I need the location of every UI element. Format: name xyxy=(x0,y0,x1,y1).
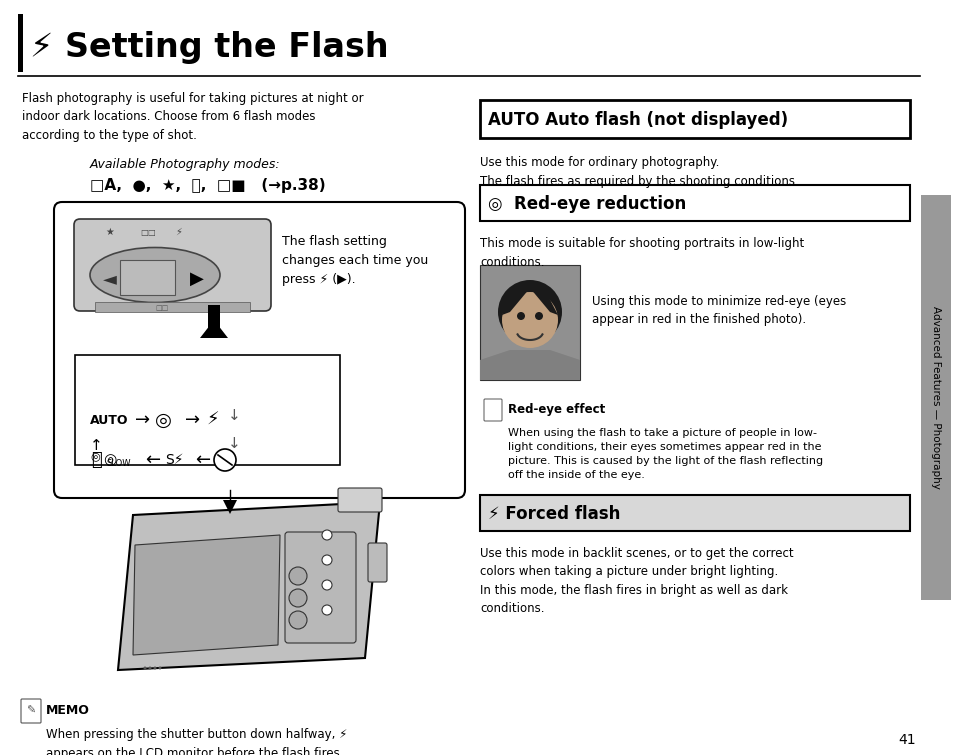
Text: ↓: ↓ xyxy=(228,436,240,451)
Text: □□: □□ xyxy=(154,305,168,311)
Text: ◄: ◄ xyxy=(103,270,117,288)
Circle shape xyxy=(517,312,524,320)
Bar xyxy=(479,265,579,380)
Bar xyxy=(479,100,909,138)
Text: ✎: ✎ xyxy=(27,706,35,716)
Text: ⚡: ⚡ xyxy=(207,411,219,429)
Circle shape xyxy=(322,605,332,615)
Text: ⦻: ⦻ xyxy=(91,451,102,469)
Circle shape xyxy=(497,280,561,344)
Text: ⚡ Forced flash: ⚡ Forced flash xyxy=(488,505,619,523)
FancyBboxPatch shape xyxy=(54,202,464,498)
Text: Available Photography modes:: Available Photography modes: xyxy=(90,158,280,171)
Text: ◎  Red-eye reduction: ◎ Red-eye reduction xyxy=(488,195,685,213)
Polygon shape xyxy=(479,350,579,380)
Text: Flash photography is useful for taking pictures at night or
indoor dark location: Flash photography is useful for taking p… xyxy=(22,92,363,142)
Text: Advanced Features — Photography: Advanced Features — Photography xyxy=(930,306,940,489)
Text: 41: 41 xyxy=(898,733,915,747)
Text: ◎: ◎ xyxy=(103,452,116,467)
Text: Using this mode to minimize red-eye (eyes
appear in red in the finished photo).: Using this mode to minimize red-eye (eye… xyxy=(592,295,845,326)
Circle shape xyxy=(289,589,307,607)
Circle shape xyxy=(158,667,161,670)
FancyBboxPatch shape xyxy=(368,543,387,582)
Text: ▶: ▶ xyxy=(190,270,204,288)
Text: When using the flash to take a picture of people in low-
light conditions, their: When using the flash to take a picture o… xyxy=(507,428,822,480)
FancyBboxPatch shape xyxy=(75,355,339,465)
Circle shape xyxy=(143,667,147,670)
FancyBboxPatch shape xyxy=(21,699,41,723)
Text: When pressing the shutter button down halfway, ⚡
appears on the LCD monitor befo: When pressing the shutter button down ha… xyxy=(46,728,347,755)
Bar xyxy=(95,302,250,312)
Circle shape xyxy=(153,667,156,670)
Bar xyxy=(120,260,174,295)
Circle shape xyxy=(213,449,235,471)
Text: ★: ★ xyxy=(105,227,113,237)
Circle shape xyxy=(289,567,307,585)
Text: AUTO Auto flash (not displayed): AUTO Auto flash (not displayed) xyxy=(488,111,787,129)
Bar xyxy=(479,185,909,221)
Text: ◎: ◎ xyxy=(90,451,100,461)
Circle shape xyxy=(535,312,542,320)
Polygon shape xyxy=(132,535,280,655)
Text: This mode is suitable for shooting portraits in low-light
conditions.: This mode is suitable for shooting portr… xyxy=(479,237,803,269)
Text: The flash setting
changes each time you
press ⚡ (▶).: The flash setting changes each time you … xyxy=(282,235,428,286)
Circle shape xyxy=(322,580,332,590)
Circle shape xyxy=(289,611,307,629)
Text: ◎: ◎ xyxy=(154,411,172,430)
Polygon shape xyxy=(118,502,379,670)
Text: →: → xyxy=(135,411,150,429)
Text: ↓: ↓ xyxy=(228,408,240,424)
Polygon shape xyxy=(501,288,558,315)
Text: SLOW: SLOW xyxy=(107,458,132,467)
Text: □□: □□ xyxy=(140,227,155,236)
Circle shape xyxy=(322,555,332,565)
Text: ←: ← xyxy=(194,451,210,469)
Text: ⚡: ⚡ xyxy=(174,227,182,237)
Circle shape xyxy=(149,667,152,670)
Text: S⚡: S⚡ xyxy=(165,453,183,467)
Text: →: → xyxy=(185,411,200,429)
FancyBboxPatch shape xyxy=(483,399,501,421)
Text: □A,  ●,  ★,  ⌛,  □■   (→p.38): □A, ●, ★, ⌛, □■ (→p.38) xyxy=(90,178,325,193)
Text: Use this mode in backlit scenes, or to get the correct
colors when taking a pict: Use this mode in backlit scenes, or to g… xyxy=(479,547,793,615)
Circle shape xyxy=(501,292,558,348)
FancyBboxPatch shape xyxy=(74,219,271,311)
Bar xyxy=(920,195,950,600)
Text: ⚡ Setting the Flash: ⚡ Setting the Flash xyxy=(30,32,388,64)
Ellipse shape xyxy=(90,248,220,303)
Text: MEMO: MEMO xyxy=(46,704,90,716)
Text: Red-eye effect: Red-eye effect xyxy=(507,403,604,417)
FancyBboxPatch shape xyxy=(337,488,381,512)
Text: AUTO: AUTO xyxy=(90,414,129,427)
Polygon shape xyxy=(223,500,236,514)
Bar xyxy=(208,305,220,335)
Circle shape xyxy=(322,530,332,540)
Text: ↑: ↑ xyxy=(90,437,103,452)
Bar xyxy=(479,495,909,531)
FancyBboxPatch shape xyxy=(285,532,355,643)
Bar xyxy=(18,14,23,72)
Polygon shape xyxy=(200,320,228,338)
Text: ←: ← xyxy=(145,451,160,469)
Text: Use this mode for ordinary photography.
The flash fires as required by the shoot: Use this mode for ordinary photography. … xyxy=(479,156,798,187)
